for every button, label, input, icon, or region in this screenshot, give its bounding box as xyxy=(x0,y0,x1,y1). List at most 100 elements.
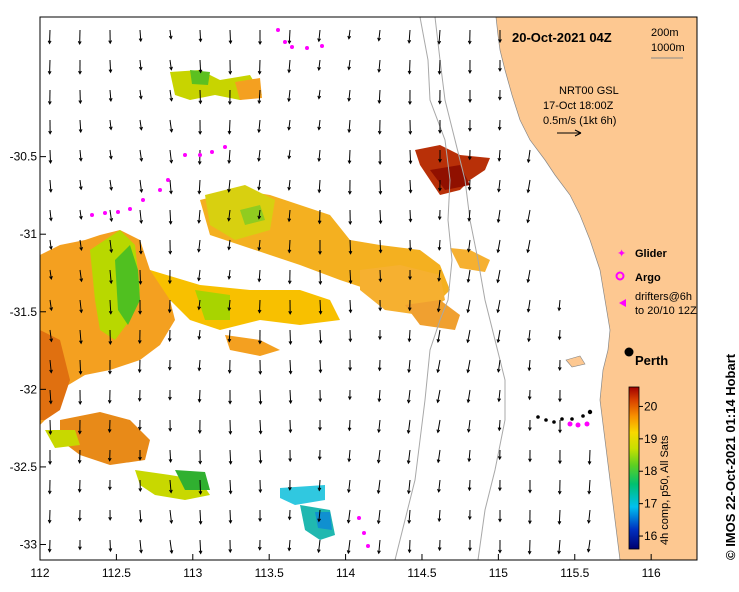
current-arrowhead xyxy=(47,548,52,553)
current-arrow xyxy=(407,419,411,434)
current-arrowhead xyxy=(48,431,53,435)
current-arrowhead xyxy=(49,275,53,280)
current-arrow xyxy=(319,299,322,314)
current-arrow xyxy=(318,539,321,553)
current-arrowhead xyxy=(227,130,232,135)
current-arrowhead xyxy=(497,126,502,131)
current-vectors xyxy=(47,29,592,555)
current-arrowhead xyxy=(227,338,232,343)
y-tick-label: -33 xyxy=(20,537,38,551)
current-arrowhead xyxy=(257,70,262,75)
current-arrow xyxy=(408,59,411,74)
current-arrow xyxy=(468,419,471,432)
current-arrowhead xyxy=(198,520,203,525)
current-arrow xyxy=(318,89,321,99)
current-arrow xyxy=(408,479,411,494)
current-arrowhead xyxy=(497,427,502,432)
current-arrow xyxy=(378,419,381,433)
current-arrowhead xyxy=(407,70,412,75)
current-arrowhead xyxy=(347,396,352,401)
current-arrowhead xyxy=(317,456,322,461)
current-time-label: 17-Oct 18:00Z xyxy=(543,100,614,112)
current-arrowhead xyxy=(408,101,412,106)
current-arrowhead xyxy=(198,100,203,105)
current-arrow xyxy=(497,329,501,343)
current-arrowhead xyxy=(79,309,83,314)
current-arrowhead xyxy=(318,310,323,315)
current-arrowhead xyxy=(139,126,143,131)
current-arrow xyxy=(318,179,321,193)
current-arrow xyxy=(139,29,142,42)
current-arrowhead xyxy=(108,310,113,315)
current-arrow xyxy=(378,539,381,554)
colorbar-gradient xyxy=(628,386,640,550)
current-arrow xyxy=(139,89,142,99)
current-arrow xyxy=(437,299,441,312)
current-arrow xyxy=(347,509,351,523)
current-arrowhead xyxy=(528,520,532,525)
current-arrow xyxy=(109,239,112,253)
current-arrowhead xyxy=(407,338,412,343)
current-arrowhead xyxy=(228,460,233,465)
current-arrowhead xyxy=(257,546,262,551)
current-arrow xyxy=(109,299,112,314)
current-arrow xyxy=(498,389,501,402)
current-arrowhead xyxy=(139,188,144,193)
current-arrow xyxy=(438,29,441,44)
current-arrow xyxy=(228,239,231,250)
current-arrow xyxy=(228,149,231,163)
title-box: 20-Oct-2021 04Z 200m 1000m xyxy=(512,27,685,59)
current-arrowhead xyxy=(108,486,112,491)
current-arrow xyxy=(109,149,112,159)
colorbar-tick-label: 19 xyxy=(644,432,658,446)
current-arrowhead xyxy=(527,427,532,432)
sst-patches xyxy=(40,70,490,540)
current-arrow xyxy=(289,389,292,404)
current-arrow xyxy=(438,269,441,281)
current-arrowhead xyxy=(557,336,562,341)
current-arrowhead xyxy=(347,97,351,102)
current-arrow xyxy=(468,449,471,462)
current-arrow xyxy=(259,419,262,434)
current-scale-arrowhead xyxy=(574,129,582,137)
current-arrow xyxy=(198,179,201,194)
y-tick-label: -31 xyxy=(20,227,38,241)
city-marker xyxy=(624,347,634,357)
current-arrowhead xyxy=(137,426,142,431)
current-arrowhead xyxy=(198,130,202,135)
current-arrowhead xyxy=(467,217,472,222)
current-arrow xyxy=(588,509,591,523)
current-arrowhead xyxy=(49,338,54,343)
current-arrow xyxy=(169,179,172,194)
current-arrowhead xyxy=(257,186,261,191)
current-arrow xyxy=(498,179,501,192)
current-arrowhead xyxy=(287,186,292,191)
x-axis: 112 112.5 113 113.5 114 114.5 115 115.5 116 xyxy=(30,554,661,580)
current-arrow xyxy=(378,29,381,41)
current-arrowhead xyxy=(436,369,440,374)
current-arrowhead xyxy=(436,459,441,464)
current-arrowhead xyxy=(378,220,383,225)
current-arrowhead xyxy=(48,461,52,465)
current-arrowhead xyxy=(437,488,441,493)
current-arrowhead xyxy=(47,519,52,524)
current-arrowhead xyxy=(197,336,202,341)
current-arrow xyxy=(139,239,142,254)
current-arrowhead xyxy=(526,249,530,254)
current-arrowhead xyxy=(258,489,263,494)
current-arrowhead xyxy=(138,95,143,100)
current-arrow xyxy=(229,509,232,523)
current-arrow xyxy=(199,479,202,494)
current-arrowhead xyxy=(198,69,203,74)
city-perth: Perth xyxy=(624,347,668,368)
current-arrowhead xyxy=(227,307,232,312)
current-arrowhead xyxy=(497,157,502,162)
current-arrow xyxy=(258,149,261,161)
current-arrow xyxy=(169,149,172,163)
current-arrow xyxy=(49,269,52,280)
x-tick-label: 114.5 xyxy=(407,566,436,580)
current-arrowhead xyxy=(467,458,472,463)
current-arrow xyxy=(49,179,52,192)
x-tick-label: 113 xyxy=(183,566,202,580)
current-arrowhead xyxy=(107,428,112,433)
